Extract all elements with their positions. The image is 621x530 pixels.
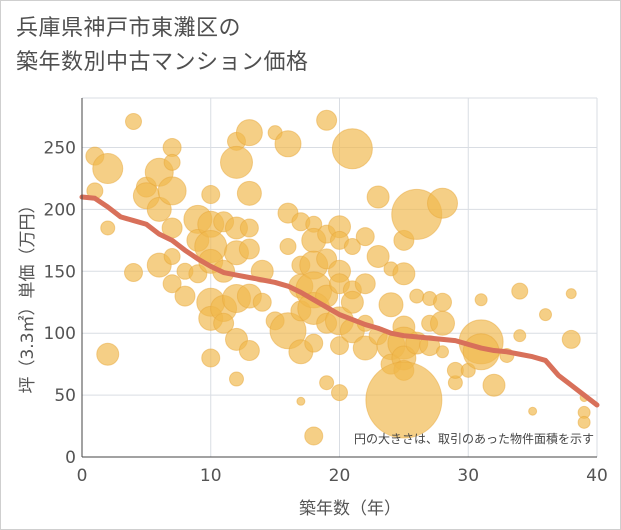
bubble-124 — [528, 406, 538, 416]
bubble-127 — [561, 329, 581, 349]
bubble-94 — [378, 292, 404, 318]
bubble-5 — [125, 113, 142, 131]
bubble-23 — [201, 185, 221, 205]
bubble-112 — [430, 310, 455, 336]
bubble-126 — [565, 288, 577, 300]
bubble-19 — [174, 285, 196, 307]
y-tick-label-0: 0 — [65, 448, 76, 468]
x-tick-label-30: 30 — [457, 466, 479, 486]
bubble-17 — [162, 274, 182, 294]
bubble-81 — [331, 128, 373, 170]
bubble-43 — [239, 218, 259, 238]
tick-labels: 0 10 20 30 40 0 50 100 150 200 250 — [44, 139, 608, 486]
bubble-42 — [236, 180, 262, 206]
bubble-130 — [577, 415, 591, 429]
chart-title-line-2: 築年数別中古マンション価格 — [16, 50, 309, 75]
bubble-3 — [100, 220, 116, 236]
bubble-67 — [304, 426, 324, 446]
axes — [81, 98, 597, 458]
bubble-40 — [229, 371, 244, 387]
bubble-series — [85, 109, 591, 446]
bubble-46 — [238, 340, 260, 362]
bubble-53 — [279, 238, 297, 256]
y-tick-label-150: 150 — [44, 262, 76, 282]
bubble-103 — [365, 361, 443, 439]
x-tick-label-0: 0 — [77, 466, 88, 486]
bubble-87 — [354, 273, 376, 295]
bubble-33 — [213, 312, 235, 334]
bubble-84 — [340, 290, 364, 314]
bubble-12 — [162, 138, 182, 158]
bubble-90 — [366, 185, 390, 209]
bubble-105 — [409, 288, 425, 304]
bubble-48 — [252, 292, 272, 312]
bubble-68 — [316, 109, 338, 131]
bubble-6 — [124, 263, 143, 283]
bubble-16 — [163, 247, 181, 265]
bubble-13 — [163, 153, 181, 171]
bubble-91 — [366, 244, 390, 268]
bubble-54 — [269, 312, 307, 350]
bubble-66 — [304, 333, 324, 353]
bubble-120 — [482, 373, 506, 397]
y-tick-label-100: 100 — [44, 324, 76, 344]
chart-title-line-1: 兵庫県神戸市東灘区の — [16, 16, 242, 41]
bubble-123 — [513, 329, 527, 343]
bubble-113 — [436, 345, 449, 359]
bubble-80 — [331, 384, 348, 402]
bubble-60 — [296, 396, 306, 406]
bubble-73 — [319, 375, 335, 391]
trend-series — [79, 194, 600, 408]
x-tick-label-40: 40 — [586, 466, 608, 486]
bubble-111 — [433, 292, 452, 312]
bubble-4 — [96, 342, 120, 366]
bubble-86 — [355, 227, 375, 247]
x-tick-label-20: 20 — [329, 466, 351, 486]
bubble-79 — [330, 336, 349, 356]
y-tick-label-250: 250 — [44, 139, 76, 159]
bubble-125 — [539, 308, 552, 322]
bubble-82 — [343, 238, 361, 256]
bubble-51 — [274, 130, 302, 158]
bubble-29 — [201, 348, 221, 368]
trend-line — [79, 194, 600, 408]
bubble-98 — [392, 262, 416, 286]
bubble-1 — [92, 153, 124, 185]
x-axis-label: 築年数（年） — [299, 499, 401, 519]
size-legend-note: 円の大きさは、取引のあった物件面積を示す — [354, 431, 594, 446]
y-tick-label-200: 200 — [44, 200, 76, 220]
bubble-110 — [427, 187, 458, 219]
bubble-44 — [238, 238, 260, 260]
bubble-122 — [511, 282, 529, 300]
bubble-41 — [235, 119, 263, 147]
y-axis-label: 坪（3.3㎡）単価（万円） — [18, 196, 38, 393]
chart-title: 兵庫県神戸市東灘区の 築年数別中古マンション価格 — [16, 12, 309, 80]
bubble-35 — [220, 145, 253, 179]
bubble-117 — [474, 293, 488, 307]
y-tick-label-50: 50 — [54, 386, 76, 406]
bubble-14 — [157, 176, 187, 206]
x-tick-label-10: 10 — [200, 466, 222, 486]
